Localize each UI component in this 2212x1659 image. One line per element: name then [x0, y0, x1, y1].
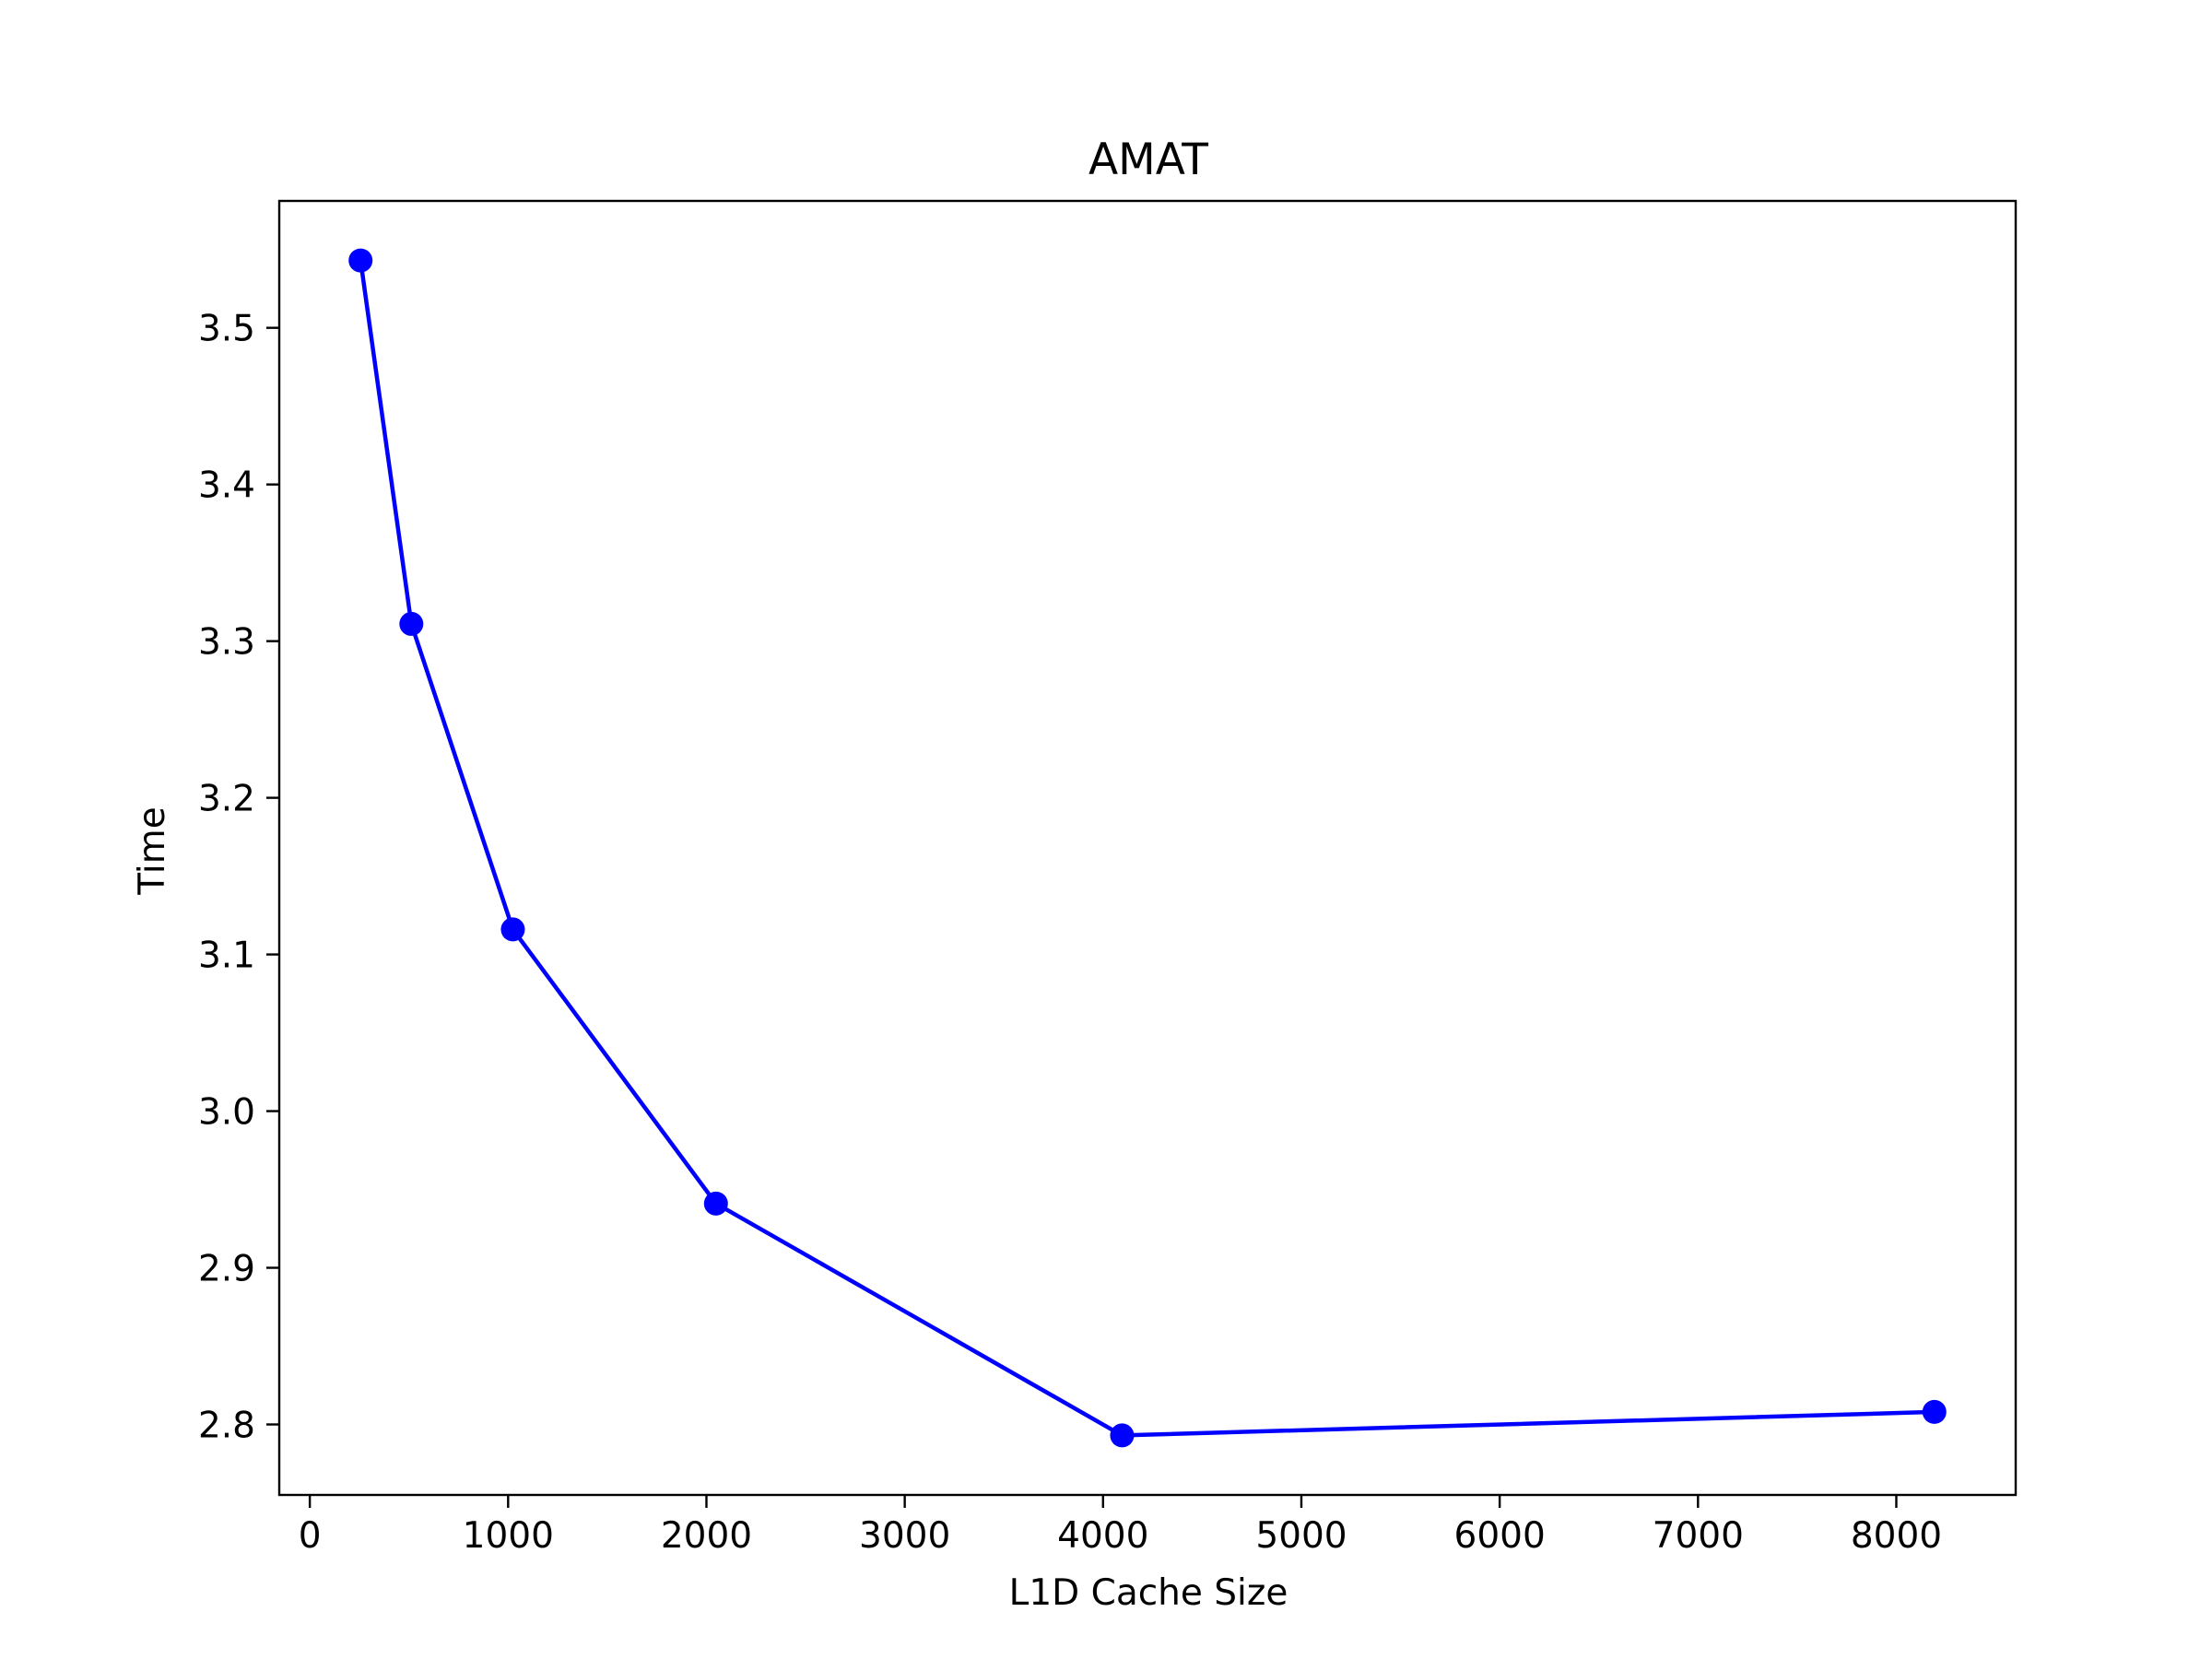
x-tick-label: 4000	[1057, 1515, 1148, 1557]
data-point	[703, 1191, 728, 1216]
y-tick-label: 3.3	[198, 622, 255, 664]
x-tick-label: 5000	[1255, 1515, 1347, 1557]
axes-frame	[277, 199, 2018, 1497]
data-point	[348, 248, 373, 273]
data-point	[500, 917, 525, 942]
data-point	[399, 611, 424, 636]
x-tick-label: 8000	[1851, 1515, 1942, 1557]
x-tick-label: 3000	[859, 1515, 950, 1557]
data-point	[1110, 1423, 1135, 1448]
y-tick-label: 2.8	[198, 1406, 255, 1447]
y-axis-label: Time	[132, 806, 173, 895]
data-point	[1922, 1399, 1947, 1424]
x-tick-label: 7000	[1653, 1515, 1744, 1557]
chart-title: AMAT	[1088, 135, 1208, 185]
x-axis-label: L1D Cache Size	[1009, 1572, 1288, 1614]
x-tick-label: 1000	[463, 1515, 554, 1557]
series-line	[358, 258, 1937, 1438]
x-tick-label: 0	[299, 1515, 322, 1557]
y-tick-label: 3.0	[198, 1092, 255, 1134]
plot-area: 0 1000 2000 3000 4000 5000 6000 7000 8000 2.8 2.9 3…	[198, 199, 2018, 1557]
y-tick-label: 2.9	[198, 1249, 255, 1290]
x-tick-label: 6000	[1454, 1515, 1546, 1557]
x-tick-label: 2000	[661, 1515, 752, 1557]
y-tick-label: 3.4	[198, 465, 255, 507]
y-tick-label: 3.5	[198, 309, 255, 350]
y-tick-label: 3.2	[198, 779, 255, 820]
y-tick-label: 3.1	[198, 935, 255, 977]
